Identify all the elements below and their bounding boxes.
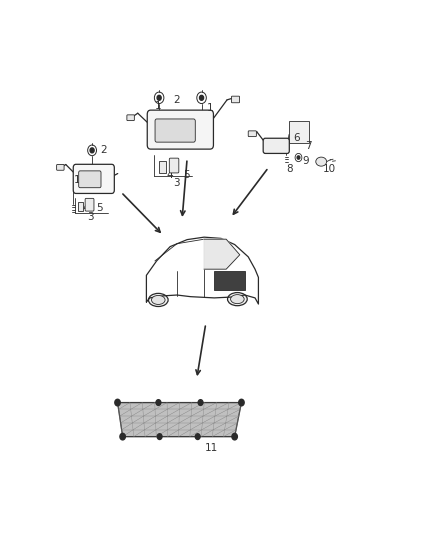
Ellipse shape: [227, 293, 247, 306]
Circle shape: [198, 400, 203, 406]
Text: 1: 1: [207, 103, 213, 114]
Circle shape: [157, 95, 161, 100]
Ellipse shape: [152, 295, 165, 304]
FancyBboxPatch shape: [147, 110, 213, 149]
FancyBboxPatch shape: [248, 131, 256, 136]
Polygon shape: [204, 239, 240, 269]
Text: 2: 2: [173, 95, 180, 105]
Circle shape: [157, 434, 162, 440]
Text: 1: 1: [74, 175, 80, 185]
FancyBboxPatch shape: [127, 115, 134, 120]
Text: 2: 2: [101, 145, 107, 155]
FancyBboxPatch shape: [170, 158, 179, 173]
FancyBboxPatch shape: [57, 165, 64, 170]
Text: 3: 3: [87, 212, 94, 222]
FancyBboxPatch shape: [73, 164, 114, 193]
Text: 4: 4: [83, 204, 89, 213]
Circle shape: [156, 400, 161, 406]
Text: 8: 8: [286, 164, 293, 174]
FancyBboxPatch shape: [85, 198, 94, 211]
Ellipse shape: [148, 293, 168, 306]
Circle shape: [120, 433, 125, 440]
Bar: [289, 122, 309, 143]
Text: 5: 5: [183, 170, 190, 180]
Circle shape: [239, 399, 244, 406]
Bar: [78, 201, 83, 211]
Text: 6: 6: [293, 133, 300, 143]
Text: 10: 10: [322, 164, 336, 174]
Text: 7: 7: [305, 141, 312, 151]
Text: 4: 4: [167, 170, 173, 180]
FancyBboxPatch shape: [263, 138, 290, 154]
Text: 5: 5: [96, 204, 103, 213]
Text: 11: 11: [205, 443, 218, 453]
Ellipse shape: [230, 295, 244, 304]
Circle shape: [195, 434, 200, 440]
Text: 9: 9: [303, 156, 309, 166]
Circle shape: [90, 148, 94, 153]
Circle shape: [200, 95, 204, 100]
FancyBboxPatch shape: [155, 119, 195, 142]
Ellipse shape: [316, 157, 327, 166]
Text: 1: 1: [155, 101, 162, 111]
Circle shape: [297, 156, 300, 159]
Circle shape: [115, 399, 120, 406]
Bar: [214, 271, 245, 290]
Circle shape: [232, 433, 237, 440]
Polygon shape: [117, 402, 241, 437]
FancyBboxPatch shape: [231, 96, 240, 103]
Text: 3: 3: [173, 178, 180, 188]
FancyBboxPatch shape: [79, 171, 101, 188]
Bar: [159, 160, 166, 173]
